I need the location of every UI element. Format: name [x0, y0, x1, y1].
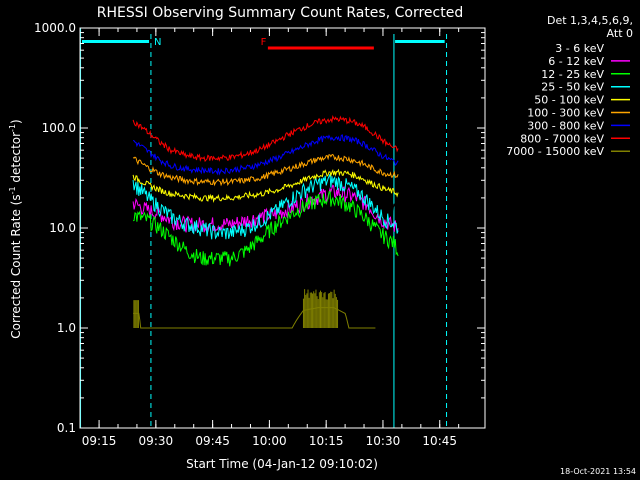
night-bar-left	[82, 40, 150, 43]
x-axis-label: Start Time (04-Jan-12 09:10:02)	[186, 457, 378, 471]
legend-entry-label: 25 - 50 keV	[541, 81, 604, 94]
series-line-5	[132, 153, 399, 187]
night-bar-right	[395, 40, 445, 43]
x-tick-label: 09:30	[139, 434, 174, 448]
legend-entry-label: 12 - 25 keV	[541, 68, 604, 81]
y-tick-label: 1000.0	[34, 21, 76, 35]
series-line-4	[132, 168, 399, 203]
y-axis-label-sup2: -1	[8, 124, 17, 132]
bar-label-n: N	[154, 37, 161, 48]
y-tick-label: 10.0	[49, 221, 76, 235]
y-tick-label: 1.0	[57, 321, 76, 335]
x-tick-label: 10:45	[422, 434, 457, 448]
x-tick-label: 10:15	[309, 434, 344, 448]
series-line-2	[132, 190, 399, 267]
legend-entry-label: 3 - 6 keV	[555, 42, 604, 55]
legend-entry-label: 100 - 300 keV	[527, 107, 604, 120]
y-axis-label-part2: detector	[9, 132, 23, 187]
flare-bar	[267, 46, 374, 50]
legend-entry-label: 800 - 7000 keV	[520, 132, 604, 145]
y-axis-label: Corrected Count Rate (s-1 detector-1)	[8, 119, 23, 338]
legend-entry-label: 7000 - 15000 keV	[506, 145, 604, 158]
y-axis-label-part3: )	[9, 119, 23, 124]
y-tick-label: 100.0	[42, 121, 76, 135]
y-axis-label-sup1: -1	[8, 186, 17, 194]
series-line-1	[132, 184, 399, 233]
legend-entry-label: 50 - 100 keV	[534, 94, 604, 107]
bar-label-f: F	[261, 37, 267, 48]
chart-title: RHESSI Observing Summary Count Rates, Co…	[97, 5, 463, 21]
y-axis-label-part1: Corrected Count Rate (s	[9, 194, 23, 338]
series-line-7	[132, 114, 399, 163]
x-tick-label: 10:30	[366, 434, 401, 448]
legend-header-detectors: Det 1,3,4,5,6,9,	[547, 14, 633, 27]
x-tick-label: 10:00	[252, 434, 287, 448]
x-tick-label: 09:15	[82, 434, 117, 448]
render-timestamp: 18-Oct-2021 13:54	[560, 467, 636, 476]
legend-entry-label: 6 - 12 keV	[548, 55, 604, 68]
x-tick-label: 09:45	[195, 434, 230, 448]
y-tick-label: 0.1	[57, 421, 76, 435]
legend-header-attenuator: Att 0	[607, 27, 633, 40]
series-line-6	[132, 134, 399, 176]
series-line-3	[132, 173, 399, 240]
axes: 1000.0 100.0 10.0 1.0 0.1 09:15 09:30 09:45 10:0…	[34, 21, 486, 448]
legend-entry-label: 300 - 800 keV	[527, 119, 604, 132]
